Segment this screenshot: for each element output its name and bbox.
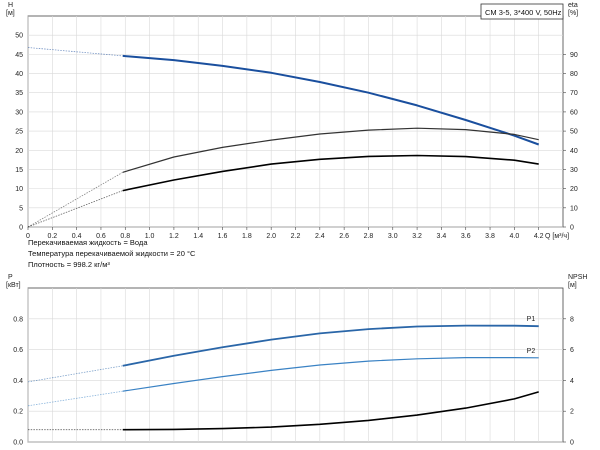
y2-tick-label: 50: [570, 129, 578, 136]
x-tick-label: 3.4: [437, 233, 447, 240]
y2-axis-label: eta: [568, 2, 578, 9]
power-npsh-chart: 0.0 0.2 0.4 0.6 0.8 0 2 4 6 8 P[кВт] NPSH[м] P1 P2: [6, 274, 587, 447]
x-tick-label: 0: [26, 233, 30, 240]
y-axis-unit: [м]: [6, 10, 15, 17]
y-axis-label: H: [8, 2, 13, 9]
x-tick-label: 2.6: [339, 233, 349, 240]
y-tick-label: 5: [19, 205, 23, 212]
y2-tick-label: 20: [570, 186, 578, 193]
x-tick-label: 1.2: [169, 233, 179, 240]
y-tick-label: 40: [15, 71, 23, 78]
y2-tick-label: 80: [570, 71, 578, 78]
note-density: Плотность = 998.2 кг/м³: [28, 260, 110, 269]
y-tick-label: 25: [15, 129, 23, 136]
x-tick-label: 0.4: [72, 233, 82, 240]
y-tick-label: 15: [15, 167, 23, 174]
y-tick-label: 0.8: [13, 316, 23, 323]
y-axis-unit: [кВт]: [6, 282, 21, 289]
y2-tick-label: 30: [570, 167, 578, 174]
y2-tick-label: 10: [570, 205, 578, 212]
x-tick-label: 1.8: [242, 233, 252, 240]
y-tick-label: 10: [15, 186, 23, 193]
y2-tick-label: 60: [570, 109, 578, 116]
y2-axis-unit: [м]: [568, 282, 577, 289]
y-tick-label: 0: [19, 225, 23, 232]
head-efficiency-chart: 0 5 10 15 20 25 30 35 40 45 50 0 10 20 30 40 50 60 70 80 90 0…: [6, 2, 578, 240]
x-tick-label: 2.0: [266, 233, 276, 240]
x-axis-label: Q [м³/ч]: [545, 233, 569, 240]
y-tick-label: 50: [15, 33, 23, 40]
fluid-notes: Перекачиваемая жидкость = Вода Температу…: [28, 238, 196, 269]
series-line: [122, 391, 539, 431]
x-tick-label: 0.8: [120, 233, 130, 240]
y-tick-label: 35: [15, 90, 23, 97]
y-tick-label: 45: [15, 52, 23, 59]
pump-model-box: CM 3-5, 3*400 V, 50Hz: [480, 3, 564, 20]
y2-tick-label: 0: [570, 440, 574, 447]
x-tick-label: 3.0: [388, 233, 398, 240]
x-tick-label: 2.4: [315, 233, 325, 240]
series-extrapolated-line: [27, 365, 123, 383]
y-tick-label: 30: [15, 109, 23, 116]
y-tick-label: 0.2: [13, 409, 23, 416]
x-tick-label: 4.0: [509, 233, 519, 240]
series-extrapolated-line: [27, 390, 123, 407]
x-tick-label: 3.6: [461, 233, 471, 240]
x-tick-label: 1.4: [193, 233, 203, 240]
y2-axis-unit: [%]: [568, 10, 578, 17]
y-tick-label: 20: [15, 148, 23, 155]
y2-tick-label: 8: [570, 316, 574, 323]
x-tick-label: 1.0: [145, 233, 155, 240]
series-line: [122, 154, 539, 192]
y2-tick-label: 2: [570, 409, 574, 416]
x-tick-label: 3.8: [485, 233, 495, 240]
y2-tick-label: 0: [570, 225, 574, 232]
note-fluid: Перекачиваемая жидкость = Вода: [28, 238, 148, 247]
x-tick-label: 1.6: [218, 233, 228, 240]
x-tick-label: 0.2: [47, 233, 57, 240]
note-temperature: Температура перекачиваемой жидкости = 20…: [28, 249, 196, 258]
y-axis-label: P: [8, 274, 13, 281]
series-extrapolated-line: [27, 171, 123, 228]
x-tick-label: 0.6: [96, 233, 106, 240]
y-tick-label: 0.4: [13, 378, 23, 385]
x-tick-label: 4.2: [534, 233, 544, 240]
y2-axis-label: NPSH: [568, 274, 587, 281]
x-tick-label: 3.2: [412, 233, 422, 240]
y-tick-label: 0.6: [13, 347, 23, 354]
y2-tick-label: 70: [570, 90, 578, 97]
y2-tick-label: 6: [570, 347, 574, 354]
series-line: [122, 54, 540, 146]
y2-tick-label: 90: [570, 52, 578, 59]
series-line: [122, 324, 539, 367]
series-extrapolated-line: [27, 47, 123, 57]
series-extrapolated-line: [27, 190, 123, 228]
series-label: P2: [527, 348, 536, 355]
x-tick-label: 2.8: [364, 233, 374, 240]
series-line: [122, 357, 539, 392]
y2-tick-label: 4: [570, 378, 574, 385]
series-line: [122, 127, 539, 173]
x-tick-label: 2.2: [291, 233, 301, 240]
series-label: P1: [527, 316, 536, 323]
pump-model-title: CM 3-5, 3*400 V, 50Hz: [485, 8, 562, 17]
y2-tick-label: 40: [570, 148, 578, 155]
y-tick-label: 0.0: [13, 440, 23, 447]
